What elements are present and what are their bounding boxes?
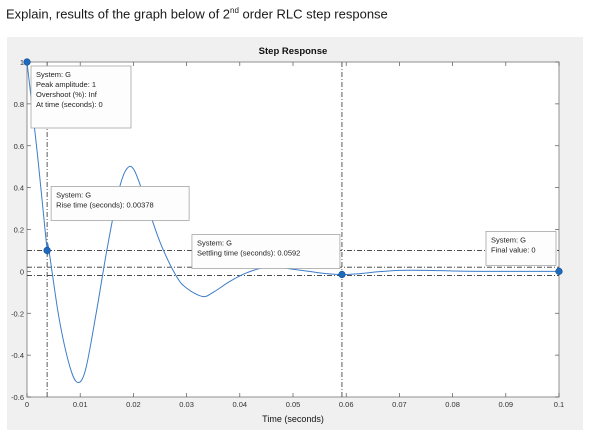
datatip-line: System: G (491, 235, 526, 244)
datatip-marker[interactable] (23, 58, 31, 66)
datatip-marker[interactable] (338, 270, 346, 279)
x-tick-label: 0.07 (392, 400, 407, 409)
datatip-line: System: G (56, 190, 91, 199)
question-prefix: Explain, results of the graph below of 2 (6, 6, 231, 22)
x-tick-label: 0.01 (73, 400, 88, 409)
datatip-line: Peak amplitude: 1 (36, 80, 96, 89)
y-tick-label: 0 (20, 267, 24, 276)
response-line (26, 61, 559, 383)
x-tick-label: 0.05 (286, 400, 301, 409)
y-tick-label: 0.4 (14, 184, 24, 193)
x-tick-label: 0.04 (232, 400, 247, 409)
datatip-line: Final value: 0 (491, 245, 536, 254)
y-tick-label: -0.6 (11, 393, 24, 402)
x-tick-label: 0.06 (339, 400, 354, 409)
datatip-marker[interactable] (555, 267, 563, 275)
datatip-box (50, 186, 190, 221)
chart-title: Step Response (259, 46, 328, 57)
reference-lines (27, 62, 559, 397)
datatip-box (30, 65, 132, 129)
y-tick-label: 1 (20, 58, 24, 67)
y-tick-label: -0.2 (11, 309, 24, 318)
x-axis-label: Time (seconds) (262, 414, 324, 424)
y-tick-label: 0.2 (14, 226, 24, 235)
x-tick-label: 0.1 (554, 400, 564, 409)
datatip-line: Overshoot (%): Inf (36, 90, 98, 99)
datatip-line: System: G (36, 70, 71, 79)
x-tick-label: 0.02 (126, 400, 141, 409)
x-tick-label: 0.09 (498, 400, 513, 409)
x-tick-label: 0 (25, 400, 29, 409)
datatip-line: Rise time (seconds): 0.00378 (56, 200, 154, 209)
datatip-box (191, 234, 341, 269)
datatip-line: Settling time (seconds): 0.0592 (197, 249, 300, 258)
x-tick-label: 0.03 (179, 400, 194, 409)
datatip-line: System: G (197, 239, 232, 248)
question-text: Explain, results of the graph below of 2… (6, 6, 388, 21)
datatip-marker[interactable] (43, 246, 51, 255)
y-tick-label: -0.4 (11, 351, 24, 360)
question-suffix: order RLC step response (238, 6, 388, 22)
question-superscript: nd (230, 6, 239, 15)
y-tick-label: 0.6 (14, 142, 24, 151)
datatip-box (485, 231, 557, 266)
x-tick-label: 0.08 (445, 400, 460, 409)
axis-ticks: 0 0.01 0.02 0.03 0.04 0.05 0.06 0.07 0.08 0.09 0.1… (11, 58, 564, 409)
y-tick-label: 0.8 (14, 100, 24, 109)
datatip-line: At time (seconds): 0 (36, 100, 103, 109)
